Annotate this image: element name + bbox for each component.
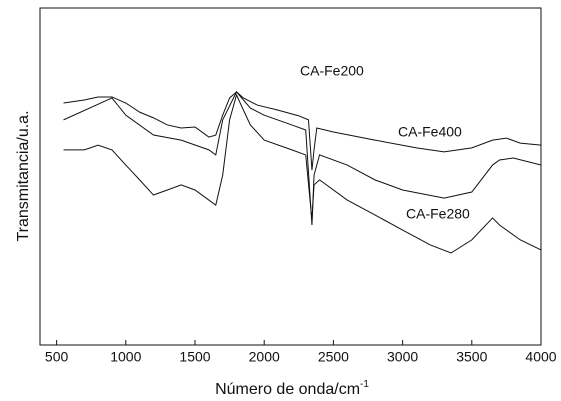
x-tick-label: 3500	[456, 349, 487, 365]
y-axis-label: Transmitancia/u.a.	[15, 110, 32, 241]
spectrum-line	[63, 91, 542, 226]
series-label: CA-Fe200	[300, 63, 364, 79]
x-axis-label-sup: -1	[360, 379, 369, 390]
x-tick-label: 2000	[249, 349, 280, 365]
plot-frame	[39, 7, 542, 346]
spectrum-line	[63, 91, 542, 171]
spectrum-line	[63, 93, 542, 254]
series-label: CA-Fe400	[398, 124, 462, 140]
x-tick-label: 500	[45, 349, 69, 365]
x-tick-label: 2500	[318, 349, 349, 365]
x-tick-label: 3000	[387, 349, 418, 365]
series-label: CA-Fe280	[406, 206, 470, 222]
x-tick-label: 4000	[525, 349, 556, 365]
x-tick-label: 1500	[179, 349, 210, 365]
x-axis-label: Número de onda/cm-1	[215, 379, 369, 399]
x-axis-label-text: Número de onda/cm	[215, 381, 360, 398]
x-tick-label: 1000	[110, 349, 141, 365]
